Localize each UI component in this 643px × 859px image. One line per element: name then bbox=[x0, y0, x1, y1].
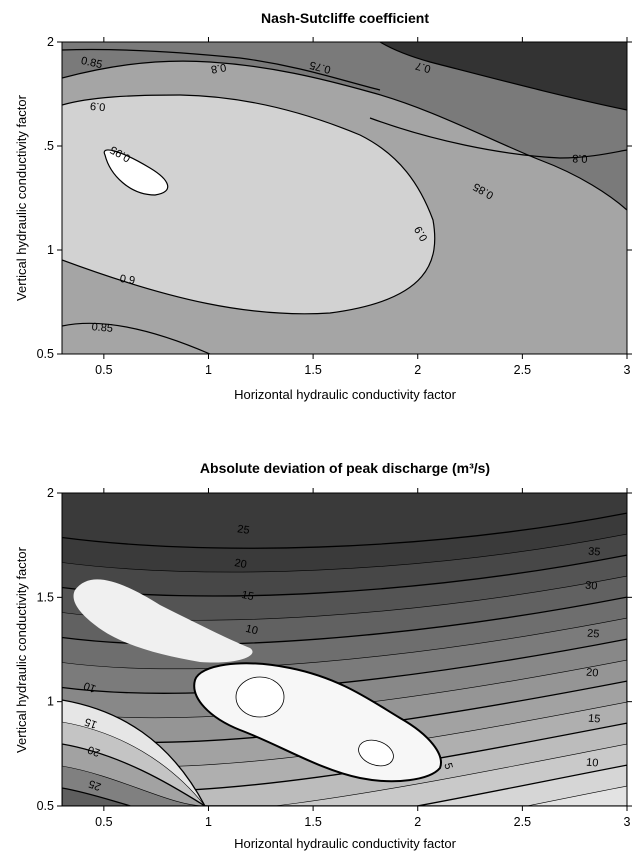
contour-label: 25 bbox=[237, 523, 251, 537]
contour-label: 25 bbox=[587, 628, 600, 641]
fill-0.95 bbox=[104, 149, 168, 195]
contour-band-5 bbox=[62, 785, 627, 806]
plot-frame bbox=[61, 41, 628, 355]
peak-discharge-svg: Absolute deviation of peak discharge (m³… bbox=[14, 460, 632, 851]
axes: 0.5 1 1.5 2 2.5 30.51.52 bbox=[37, 35, 632, 377]
x-tick-label: 1.5 bbox=[304, 815, 321, 829]
contour-labels: 25 20 15 10 10 15 20 25 5 35 30 25 20 15… bbox=[82, 523, 601, 792]
contour-lines bbox=[62, 42, 627, 354]
contour-label: 0.9 bbox=[90, 99, 106, 112]
x-tick-label: 2 bbox=[414, 815, 421, 829]
fill-0.9 bbox=[62, 95, 435, 314]
fill-0.7 bbox=[380, 42, 627, 110]
y-axis-label: Vertical hydraulic conductivity factor bbox=[14, 546, 29, 753]
x-tick-label: 3 bbox=[624, 363, 631, 377]
y-tick-label: 1.5 bbox=[37, 590, 54, 604]
contour-2.5-b bbox=[358, 739, 394, 767]
contour-2.5-a bbox=[235, 676, 285, 718]
y-tick-label: 2 bbox=[47, 35, 54, 49]
fill-low-left bbox=[73, 579, 253, 663]
contour-label: 20 bbox=[86, 743, 102, 758]
x-tick-label: 3 bbox=[624, 815, 631, 829]
contour-0.95 bbox=[103, 149, 169, 196]
plot-frame bbox=[61, 492, 628, 807]
contour-label: 10 bbox=[586, 757, 599, 770]
contour-0.9 bbox=[62, 94, 436, 315]
contour-label: 0.8 bbox=[210, 61, 227, 75]
contour-label: 15 bbox=[83, 715, 99, 730]
contour-label: 0.8 bbox=[572, 152, 588, 165]
x-axis-label: Horizontal hydraulic conductivity factor bbox=[234, 836, 456, 851]
x-tick-label: 0.5 bbox=[95, 815, 112, 829]
contour-label: 0.9 bbox=[119, 273, 136, 287]
y-tick-label: .5 bbox=[44, 139, 54, 153]
x-tick-label: 2 bbox=[414, 363, 421, 377]
axes: 0.5 1 1.5 2 2.5 3 0.5 1 1.5 2 bbox=[37, 486, 632, 829]
x-tick-label: 2.5 bbox=[514, 815, 531, 829]
x-tick-label: 2.5 bbox=[514, 363, 531, 377]
contour-label: 25 bbox=[87, 777, 103, 792]
contour-lowerleft-4 bbox=[62, 787, 208, 806]
chart-nash-sutcliffe: Nash-Sutcliffe coefficient 0.85 0.8 0.75… bbox=[0, 0, 643, 410]
contour-bands bbox=[62, 512, 627, 806]
x-tick-label: 1 bbox=[205, 815, 212, 829]
contour-label: 0.85 bbox=[80, 55, 103, 71]
y-tick-label: 2 bbox=[47, 486, 54, 500]
contour-label: 35 bbox=[588, 546, 601, 559]
contour-plot: 25 20 15 10 10 15 20 25 5 35 30 25 20 15… bbox=[62, 493, 627, 806]
y-tick-label: 0.5 bbox=[37, 799, 54, 813]
contour-0.8-lower bbox=[369, 117, 627, 159]
contour-label: 0.85 bbox=[91, 321, 113, 335]
y-axis-label: Vertical hydraulic conductivity factor bbox=[14, 94, 29, 301]
contour-label: 0.75 bbox=[308, 58, 332, 75]
contour-label: 5 bbox=[441, 762, 454, 771]
chart-title: Nash-Sutcliffe coefficient bbox=[261, 10, 429, 26]
contour-0.8-upper bbox=[62, 48, 381, 91]
contour-0.85 bbox=[62, 60, 627, 211]
x-axis-label: Horizontal hydraulic conductivity factor bbox=[234, 387, 456, 402]
contour-label: 10 bbox=[244, 623, 259, 638]
contour-label: 10 bbox=[82, 679, 98, 694]
x-tick-label: 1 bbox=[205, 363, 212, 377]
contour-label: 20 bbox=[233, 557, 247, 571]
contour-plot: 0.85 0.8 0.75 0.7 0.9 0.95 0.8 0.85 0.9 … bbox=[62, 42, 627, 354]
x-tick-label: 0.5 bbox=[95, 363, 112, 377]
contour-label: 15 bbox=[588, 713, 601, 726]
y-tick-label: 1 bbox=[47, 243, 54, 257]
contour-band-10 bbox=[62, 743, 627, 806]
contour-label: 15 bbox=[240, 589, 254, 603]
contour-0.75 bbox=[379, 42, 627, 111]
x-tick-label: 1.5 bbox=[304, 363, 321, 377]
contour-band-7.5 bbox=[62, 764, 627, 806]
nash-sutcliffe-svg: Nash-Sutcliffe coefficient 0.85 0.8 0.75… bbox=[14, 10, 632, 402]
contour-label: 20 bbox=[586, 667, 599, 680]
chart-peak-discharge: Absolute deviation of peak discharge (m³… bbox=[0, 440, 643, 854]
contour-label: 0.7 bbox=[414, 59, 432, 75]
y-tick-label: 0.5 bbox=[37, 347, 54, 361]
y-tick-label: 1 bbox=[47, 695, 54, 709]
contour-label: 30 bbox=[585, 580, 598, 593]
contour-0.85-lower bbox=[62, 322, 211, 354]
chart-title: Absolute deviation of peak discharge (m³… bbox=[200, 460, 490, 476]
